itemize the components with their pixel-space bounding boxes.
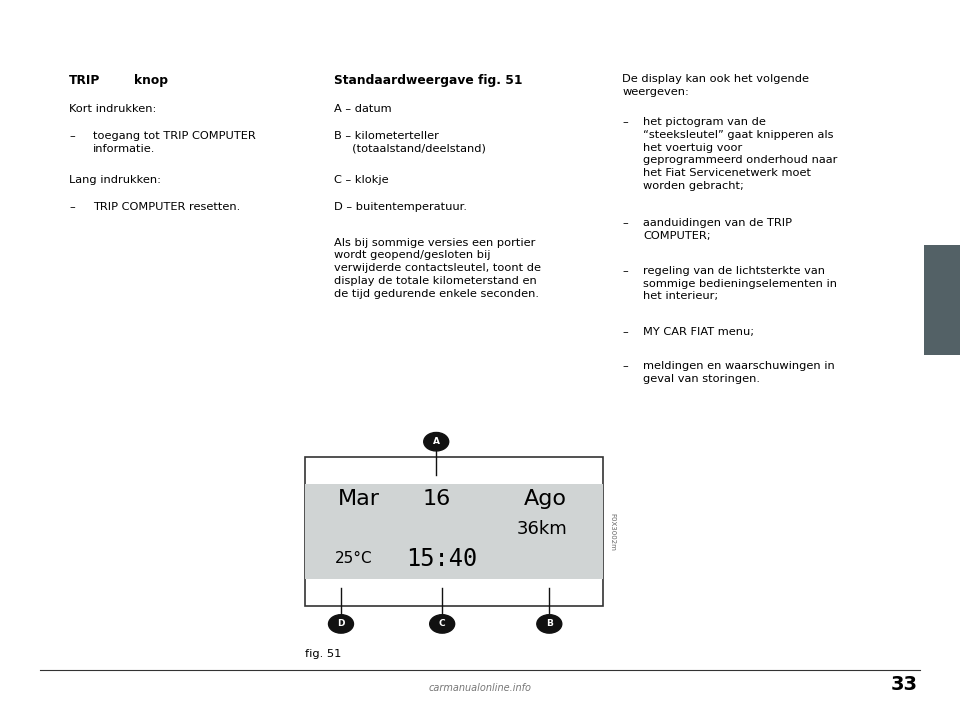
- Text: Kort indrukken:: Kort indrukken:: [69, 104, 156, 114]
- Text: 36km: 36km: [516, 520, 567, 537]
- Bar: [924, 245, 960, 354]
- Text: F0X3002m: F0X3002m: [610, 513, 615, 551]
- Text: 33: 33: [891, 675, 918, 694]
- FancyBboxPatch shape: [305, 457, 603, 606]
- Text: –: –: [69, 131, 75, 141]
- Text: Lang indrukken:: Lang indrukken:: [69, 175, 161, 185]
- Text: C – klokje: C – klokje: [334, 175, 389, 185]
- Text: C: C: [439, 620, 445, 628]
- Text: TRIP COMPUTER resetten.: TRIP COMPUTER resetten.: [93, 202, 240, 212]
- Text: TRIP: TRIP: [69, 74, 101, 87]
- Text: –: –: [622, 117, 628, 127]
- Text: B: B: [546, 620, 553, 628]
- Text: Mar: Mar: [338, 489, 380, 509]
- Text: D – buitentemperatuur.: D – buitentemperatuur.: [334, 202, 468, 212]
- Text: B – kilometerteller
     (totaalstand/deelstand): B – kilometerteller (totaalstand/deelsta…: [334, 131, 486, 154]
- Circle shape: [537, 615, 562, 633]
- Text: carmanualonline.info: carmanualonline.info: [428, 683, 532, 693]
- Text: aanduidingen van de TRIP
COMPUTER;: aanduidingen van de TRIP COMPUTER;: [643, 218, 792, 241]
- Text: 15:40: 15:40: [406, 547, 478, 571]
- Text: 25°C: 25°C: [335, 551, 372, 566]
- Circle shape: [328, 615, 353, 633]
- Text: toegang tot TRIP COMPUTER
informatie.: toegang tot TRIP COMPUTER informatie.: [93, 131, 256, 154]
- Text: MY CAR FIAT menu;: MY CAR FIAT menu;: [643, 327, 755, 337]
- Text: –: –: [622, 218, 628, 228]
- Text: De display kan ook het volgende
weergeven:: De display kan ook het volgende weergeve…: [622, 74, 809, 97]
- Circle shape: [430, 615, 455, 633]
- Text: –: –: [622, 361, 628, 371]
- Text: A – datum: A – datum: [334, 104, 392, 114]
- Text: 16: 16: [422, 489, 450, 509]
- Text: D: D: [337, 620, 345, 628]
- Text: –: –: [622, 266, 628, 276]
- Text: Als bij sommige versies een portier
wordt geopend/gesloten bij
verwijderde conta: Als bij sommige versies een portier word…: [334, 238, 541, 298]
- Text: Ago: Ago: [524, 489, 567, 509]
- Circle shape: [423, 432, 448, 451]
- Text: knop: knop: [134, 74, 168, 87]
- Text: A: A: [433, 437, 440, 446]
- FancyBboxPatch shape: [305, 484, 603, 579]
- Text: Standaardweergave fig. 51: Standaardweergave fig. 51: [334, 74, 522, 87]
- Text: het pictogram van de
“steeksleutel” gaat knipperen als
het voertuig voor
geprogr: het pictogram van de “steeksleutel” gaat…: [643, 117, 837, 191]
- Text: fig. 51: fig. 51: [305, 649, 342, 659]
- Text: regeling van de lichtsterkte van
sommige bedieningselementen in
het interieur;: regeling van de lichtsterkte van sommige…: [643, 266, 837, 301]
- Text: –: –: [69, 202, 75, 212]
- Text: –: –: [622, 327, 628, 337]
- Text: meldingen en waarschuwingen in
geval van storingen.: meldingen en waarschuwingen in geval van…: [643, 361, 835, 384]
